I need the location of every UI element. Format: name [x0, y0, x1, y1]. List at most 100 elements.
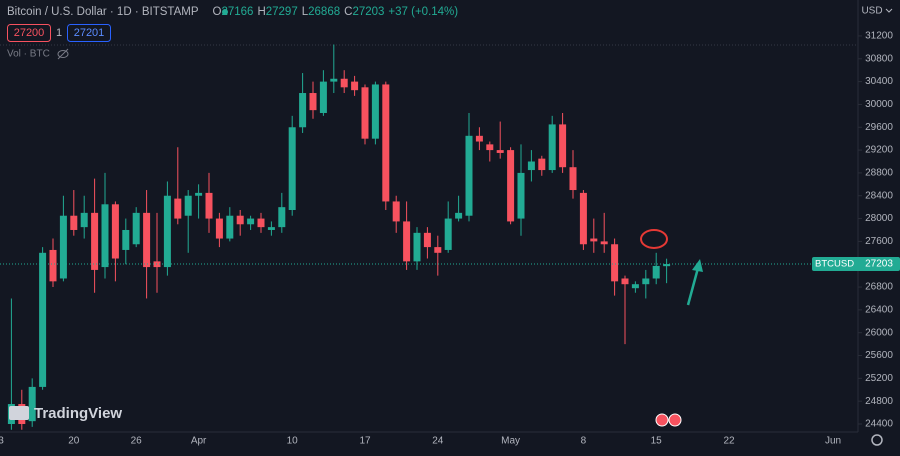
y-tick-label: 25600 [865, 350, 893, 361]
x-tick-label: 20 [68, 436, 80, 447]
x-tick-label: Jun [825, 436, 841, 447]
candle-body [371, 84, 379, 139]
annotation-ellipse [640, 229, 668, 249]
y-tick-label: 26000 [865, 327, 893, 338]
event-flags[interactable] [655, 413, 682, 427]
candle-body [631, 284, 639, 289]
y-tick-label: 25200 [865, 373, 893, 384]
candle-body [600, 241, 608, 245]
candle-body [215, 218, 223, 239]
candle-body [527, 161, 535, 171]
candle-body [590, 238, 598, 242]
l-label: L [302, 6, 309, 18]
candle-body [465, 135, 473, 216]
candle-body [611, 244, 619, 282]
change: +37 (+0.14%) [388, 6, 458, 18]
currency[interactable]: USD [861, 6, 882, 17]
y-tick-label: 30400 [865, 76, 893, 87]
candle-body [319, 81, 327, 113]
candle-body [278, 207, 286, 228]
x-tick-label: 17 [359, 436, 371, 447]
x-tick-label: 10 [287, 436, 299, 447]
candle-body [257, 218, 265, 228]
candle-body [309, 93, 317, 111]
buy-button[interactable] [67, 24, 111, 42]
hide-icon[interactable] [57, 48, 69, 60]
y-tick-label: 27600 [865, 236, 893, 247]
close-value: 27203 [352, 6, 384, 18]
candle-body [288, 127, 296, 211]
candle-body [132, 212, 140, 245]
candle-body [382, 84, 390, 202]
x-tick-label: 8 [581, 436, 587, 447]
candle-body [267, 227, 275, 230]
y-tick-label: 29600 [865, 122, 893, 133]
candle-body [569, 167, 577, 191]
candle-body [174, 198, 182, 219]
quantity[interactable]: 1 [56, 27, 62, 39]
candle-body [486, 144, 494, 151]
y-tick-label: 30800 [865, 53, 893, 64]
candle-body [475, 135, 483, 142]
candle-body [663, 264, 671, 267]
candle-body [413, 232, 421, 262]
candle-body [496, 150, 504, 153]
candle-body [236, 215, 244, 225]
c-label: C [344, 6, 352, 18]
open-value: 27166 [221, 6, 253, 18]
candle-body [361, 87, 369, 139]
candle-body [548, 124, 556, 171]
x-tick-label: May [501, 436, 520, 447]
candle-body [392, 201, 400, 222]
candle-body [517, 172, 525, 219]
plot: 2440024800252002560026000264002680027200… [0, 31, 900, 447]
symbol-tag: BTCUSD [815, 259, 854, 270]
y-tick-label: 24400 [865, 419, 893, 430]
candle-body [80, 212, 88, 228]
h-label: H [257, 6, 265, 18]
candle-body [143, 212, 151, 268]
sell-button[interactable] [7, 24, 51, 42]
candle-body [205, 192, 213, 219]
candle-body [247, 218, 255, 225]
last-price-tag: 27203 [865, 259, 893, 270]
y-tick-label: 24800 [865, 396, 893, 407]
candle-body [91, 212, 99, 270]
o-label: O [213, 6, 222, 18]
y-tick-label: 28000 [865, 213, 893, 224]
x-tick-label: 3 [0, 436, 4, 447]
symbol-title[interactable]: Bitcoin / U.S. Dollar · 1D · BITSTAMP [7, 6, 199, 18]
candle-body [195, 192, 203, 196]
annotation-arrow [686, 267, 700, 306]
logo-mark [9, 406, 29, 420]
candle-body [340, 78, 348, 88]
high-value: 27297 [266, 6, 298, 18]
candle-body [423, 232, 431, 248]
y-tick-label: 28800 [865, 168, 893, 179]
candle-body [403, 221, 411, 262]
candle-body [444, 218, 452, 250]
logo[interactable]: TradingView [34, 405, 122, 422]
currency-chevron[interactable] [885, 8, 893, 13]
candle-body [621, 278, 629, 285]
y-tick-label: 29200 [865, 145, 893, 156]
candle-body [111, 204, 119, 259]
x-tick-label: 24 [432, 436, 444, 447]
y-tick-label: 26400 [865, 305, 893, 316]
candle-body [434, 247, 442, 253]
settings-icon[interactable] [871, 434, 883, 446]
x-tick-label: 15 [651, 436, 663, 447]
x-tick-label: 22 [723, 436, 735, 447]
candle-body [122, 229, 130, 250]
buy-price[interactable]: 27201 [74, 27, 105, 39]
status-dot [222, 9, 228, 15]
candle-body [351, 81, 359, 91]
candle-body [184, 195, 192, 216]
volume-label[interactable]: Vol · BTC [7, 49, 50, 60]
low-value: 26868 [308, 6, 340, 18]
sell-price[interactable]: 27200 [14, 27, 45, 39]
y-tick-label: 28400 [865, 190, 893, 201]
x-tick-label: 26 [131, 436, 143, 447]
